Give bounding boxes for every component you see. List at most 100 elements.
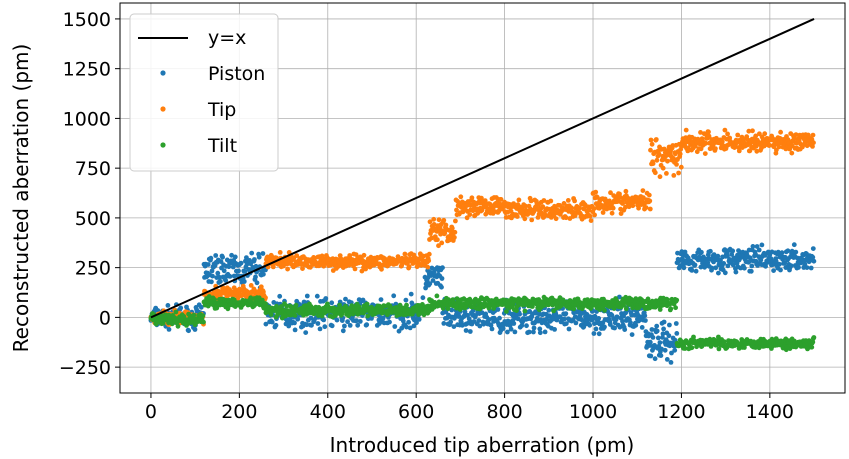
data-point (668, 360, 674, 365)
data-point (748, 268, 754, 274)
data-point (698, 264, 704, 270)
data-point (811, 258, 817, 264)
data-point (476, 318, 482, 323)
data-point (528, 198, 534, 204)
data-point (387, 319, 392, 325)
data-point (217, 274, 222, 280)
data-point (573, 320, 579, 326)
data-point (689, 268, 695, 273)
data-point (364, 322, 370, 328)
data-point (683, 127, 689, 133)
data-point (531, 325, 537, 331)
data-point (295, 316, 301, 322)
data-point (440, 305, 446, 311)
data-point (537, 326, 543, 332)
data-point (293, 302, 299, 308)
data-point (810, 246, 816, 252)
data-point (623, 306, 629, 312)
data-point (633, 322, 639, 328)
data-point (674, 331, 680, 336)
data-point (286, 323, 292, 329)
x-axis-label: Introduced tip aberration (pm) (330, 433, 635, 457)
data-point (722, 270, 728, 276)
data-point (661, 319, 667, 325)
data-point (614, 314, 620, 320)
data-point (526, 329, 532, 335)
data-point (702, 151, 708, 157)
x-tick-label: 1200 (657, 401, 705, 423)
data-point (355, 322, 361, 328)
data-point (522, 216, 528, 222)
data-point (400, 318, 406, 324)
data-point (705, 260, 711, 266)
data-point (319, 313, 325, 319)
data-point (609, 210, 615, 216)
data-point (648, 353, 654, 359)
data-point (212, 297, 218, 302)
data-point (754, 244, 760, 249)
data-point (699, 249, 704, 255)
data-point (225, 306, 231, 312)
data-point (315, 321, 321, 326)
data-point (762, 131, 768, 137)
data-point (449, 225, 455, 231)
x-tick-label: 1000 (569, 401, 617, 423)
data-point (763, 263, 768, 269)
data-point (452, 235, 457, 240)
data-point (210, 273, 215, 279)
data-point (213, 253, 219, 258)
data-point (540, 204, 546, 210)
data-point (498, 197, 504, 202)
data-point (300, 266, 305, 271)
data-point (646, 192, 652, 198)
data-point (660, 335, 665, 340)
data-point (322, 324, 328, 330)
data-point (674, 162, 679, 167)
data-point (639, 325, 645, 330)
data-point (810, 132, 816, 138)
data-point (749, 263, 755, 269)
data-point (642, 313, 648, 319)
data-point (767, 142, 772, 148)
data-point (488, 322, 494, 328)
data-point (802, 261, 808, 267)
data-point (431, 216, 437, 222)
data-point (753, 133, 759, 139)
data-point (773, 259, 779, 264)
data-point (256, 254, 262, 260)
legend: y=x Piston Tip Tilt (129, 13, 279, 172)
data-point (587, 322, 593, 328)
data-point (591, 331, 597, 336)
data-point (436, 217, 442, 223)
data-point (209, 279, 214, 285)
data-point (660, 165, 666, 171)
data-point (524, 323, 529, 329)
data-point (654, 157, 660, 163)
x-tick-label: 800 (486, 401, 522, 423)
data-point (500, 326, 506, 331)
series-tilt (148, 293, 817, 353)
data-point (645, 296, 651, 302)
data-point (662, 347, 668, 353)
data-point (269, 319, 275, 325)
data-point (620, 318, 625, 324)
data-point (789, 150, 795, 156)
data-point (342, 323, 347, 329)
data-point (553, 216, 559, 222)
data-point (511, 321, 517, 326)
data-point (778, 267, 783, 273)
data-point (706, 129, 711, 135)
data-point (268, 312, 274, 317)
data-point (665, 158, 670, 164)
data-point (292, 313, 298, 318)
data-point (676, 170, 681, 176)
data-point (652, 343, 657, 348)
data-point (623, 188, 629, 194)
data-point (647, 198, 653, 204)
data-point (647, 339, 653, 345)
data-point (409, 300, 415, 306)
data-point (673, 321, 679, 326)
data-point (542, 212, 548, 217)
data-point (672, 347, 678, 353)
